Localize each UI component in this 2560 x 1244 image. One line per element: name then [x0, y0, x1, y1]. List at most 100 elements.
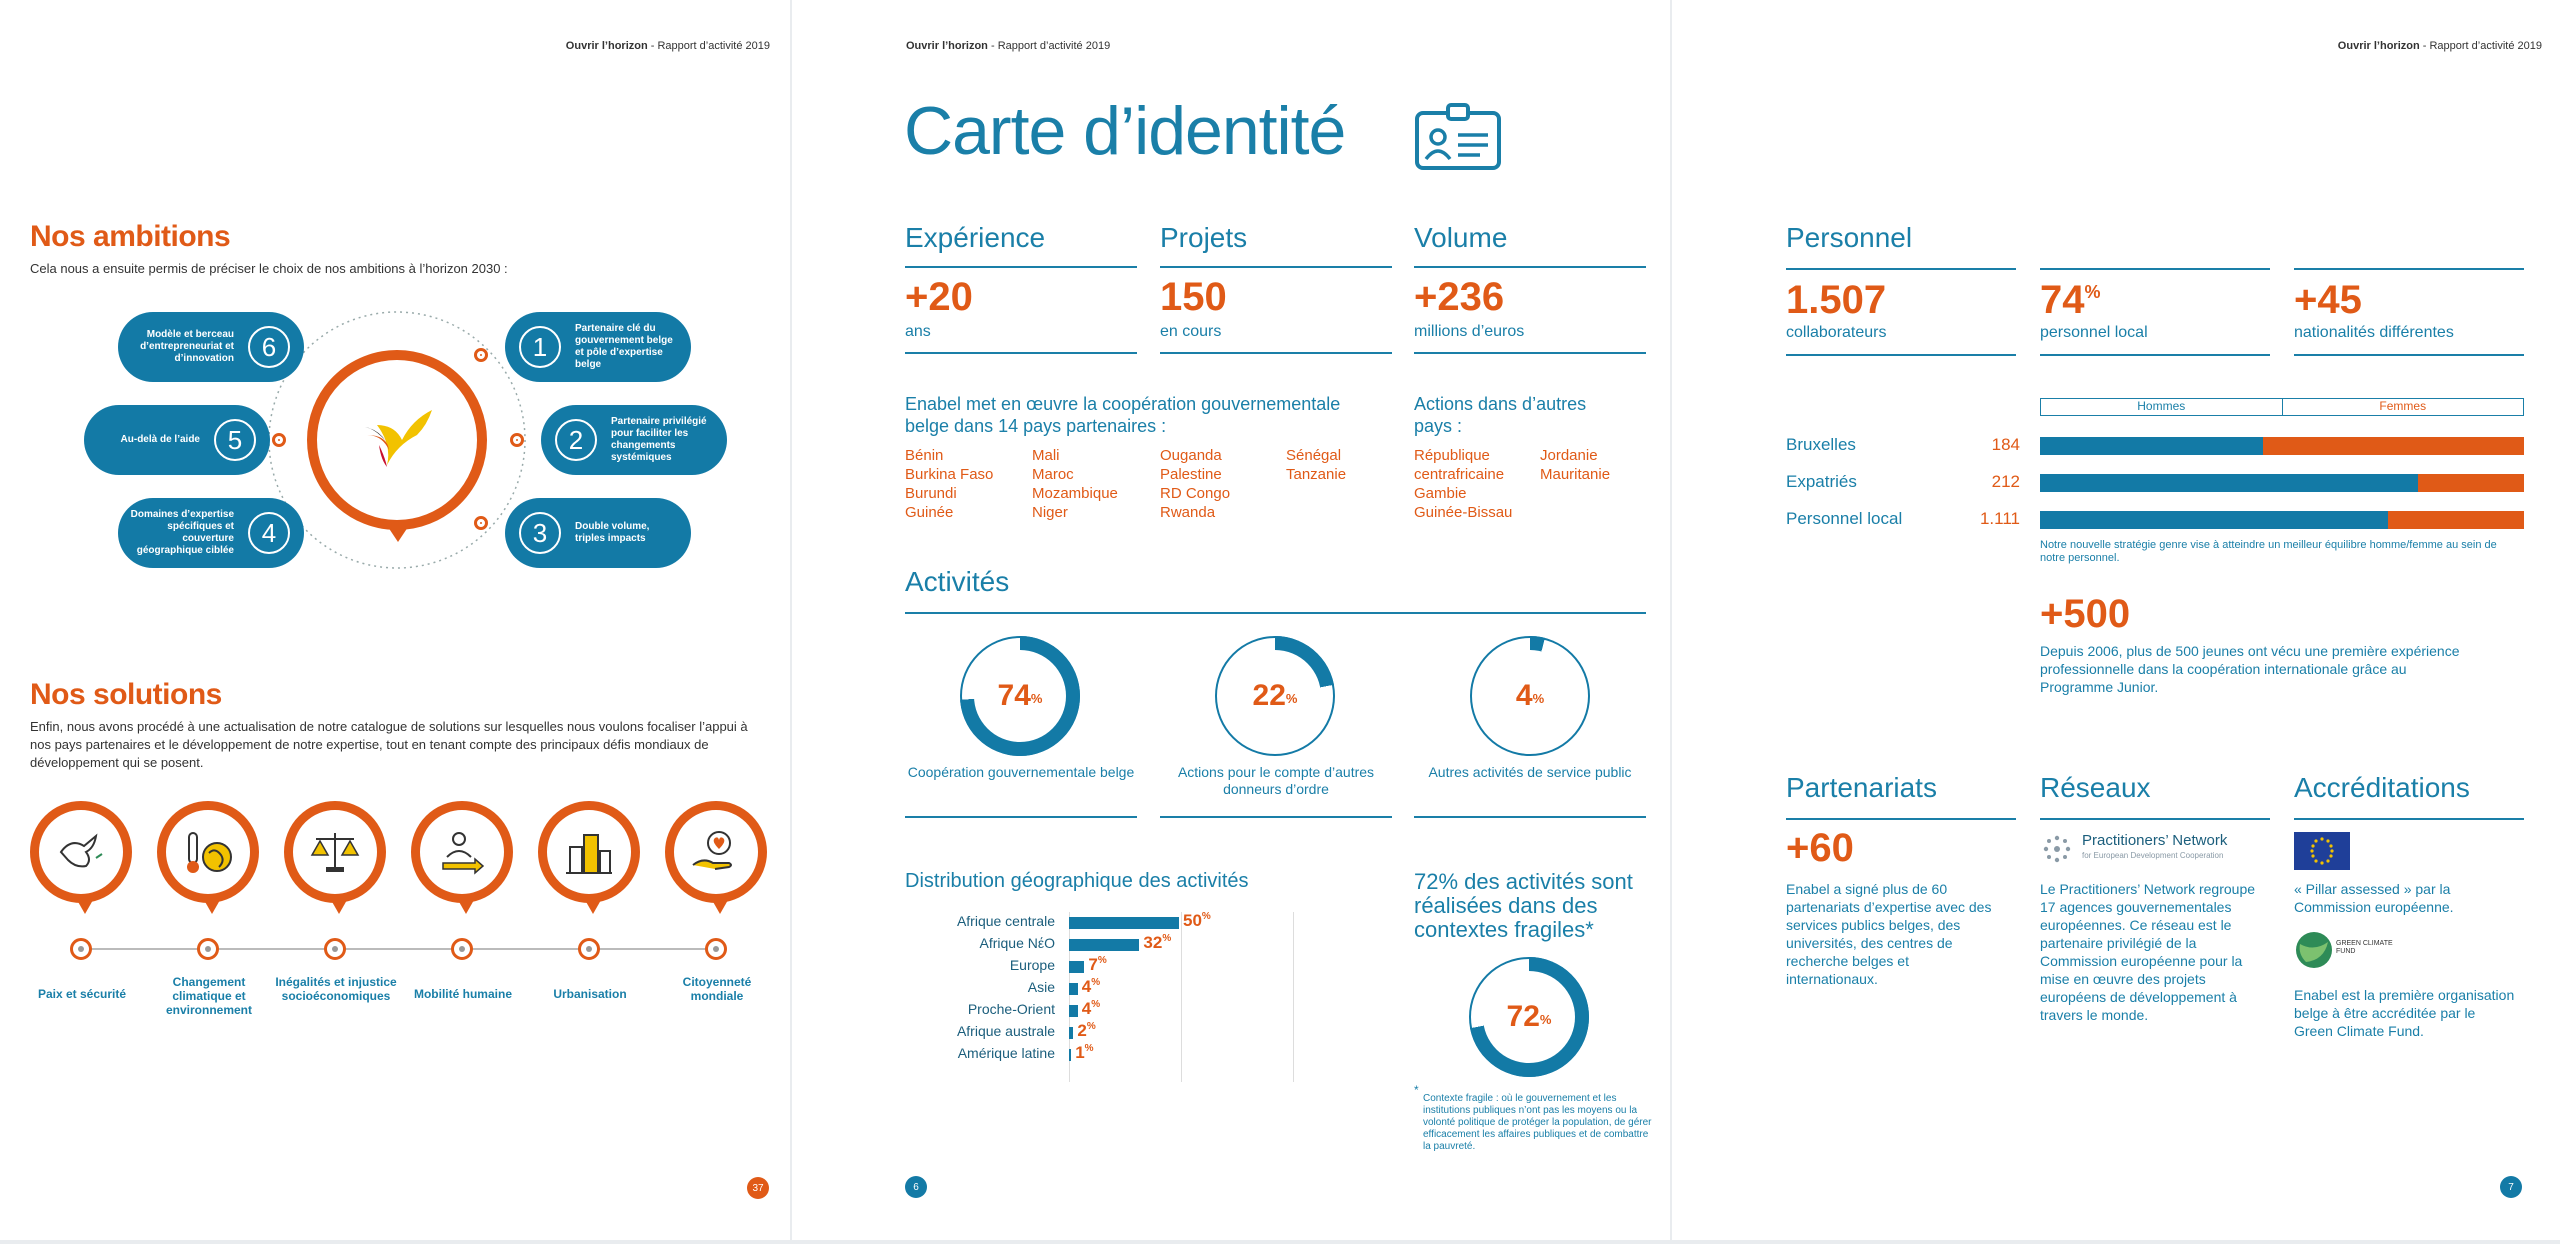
ambition-pill-4: Domaines d’expertise spécifiques et couv…: [118, 498, 304, 568]
volume-value: +236: [1414, 275, 1505, 319]
rule: [1160, 816, 1392, 818]
ambitions-title: Nos ambitions: [30, 220, 231, 253]
ring-value: 72%: [1483, 971, 1575, 1063]
partners-intro: Enabel met en œuvre la coopération gouve…: [905, 394, 1341, 436]
country-column: Bénin Burkina Faso Burundi Guinée: [905, 446, 993, 522]
dove-icon: [59, 833, 103, 868]
ambition-text: Partenaire privilégié pour faciliter les…: [611, 416, 707, 463]
country-column: Ouganda Palestine RD Congo Rwanda: [1160, 446, 1230, 522]
ambitions-diagram: 1 Partenaire clé du gouvernement belge e…: [0, 290, 790, 590]
orbit-dot: [510, 433, 524, 447]
rule: [2294, 268, 2524, 270]
bar: [1069, 939, 1140, 951]
country: Niger: [1032, 504, 1068, 521]
page-number: 7: [2500, 1176, 2522, 1198]
bar-value-label: 50%: [1183, 911, 1211, 930]
personnel-title: Personnel: [1786, 222, 1913, 253]
projets-unit: en cours: [1160, 323, 1222, 340]
bar: [1069, 1049, 1072, 1061]
gender-bar: [2040, 511, 2524, 529]
practitioners-network-logo: Practitioners’ Network for European Deve…: [2040, 832, 2270, 866]
ambition-number: 4: [248, 512, 290, 554]
country: Bénin: [905, 447, 944, 464]
volume-heading: Volume: [1414, 222, 1508, 253]
id-card-icon: [1415, 103, 1501, 170]
local-staff-value: 74%: [2040, 278, 2101, 322]
rule: [905, 816, 1137, 818]
legend-men: Hommes: [2041, 399, 2283, 415]
junior-text: Depuis 2006, plus de 500 jeunes ont vécu…: [2040, 643, 2460, 695]
grid-line: [1069, 912, 1070, 1082]
rule: [1414, 352, 1646, 354]
staff-count-unit: collaborateurs: [1786, 324, 1887, 341]
activities-title: Activités: [905, 566, 1010, 597]
timeline-line: [80, 948, 720, 950]
country: Sénégal: [1286, 447, 1342, 464]
men-share: [2040, 474, 2418, 492]
bar-category-label: Amérique latine: [957, 1045, 1055, 1061]
center-pin-tip: [386, 524, 410, 542]
staff-label: Bruxelles: [1786, 435, 1856, 454]
middle-page: Ouvrir l’horizon - Rapport d’activité 20…: [792, 0, 1670, 1240]
partenariats-title: Partenariats: [1786, 772, 1937, 803]
bar-value-label: 1%: [1075, 1043, 1094, 1062]
country: RD Congo: [1160, 485, 1231, 502]
fragile-title: 72% des activités sont réalisées dans de…: [1414, 869, 1633, 942]
bar-category-label: Afrique NέO: [979, 935, 1056, 951]
scales-icon: [310, 833, 360, 872]
ambition-text: Double volume, triples impacts: [575, 521, 650, 544]
solution-label: Urbanisation: [553, 987, 627, 1001]
solutions-intro: Enfin, nous avons procédé à une actualis…: [30, 719, 748, 770]
rule: [905, 352, 1137, 354]
timeline-dot: [705, 938, 727, 960]
bar-value-label: 7%: [1088, 955, 1107, 974]
bar-value-label: 4%: [1081, 999, 1101, 1018]
bar-category-label: Europe: [1009, 957, 1055, 973]
activity-ring: 4%: [1470, 636, 1590, 756]
rule: [2294, 818, 2524, 820]
thermometer-globe-icon: [187, 832, 232, 873]
fragile-ring: 72%: [1469, 957, 1589, 1077]
junior-value: +500: [2040, 592, 2131, 636]
ring-value: 4%: [1484, 650, 1576, 742]
grid-line: [1293, 912, 1294, 1082]
country: République centrafricaine: [1414, 447, 1505, 483]
timeline-dot: [197, 938, 219, 960]
country-column: Mali Maroc Mozambique Niger: [1032, 446, 1118, 522]
solutions-title: Nos solutions: [30, 678, 222, 711]
activity-ring: 22%: [1215, 636, 1335, 756]
bar: [1069, 983, 1078, 995]
network-dots-icon: [2043, 835, 2071, 863]
gcf-logo: GREEN CLIMATE FUND: [2294, 928, 2414, 972]
timeline-dot: [70, 938, 92, 960]
page-number: 6: [905, 1176, 927, 1198]
rule: [1786, 354, 2016, 356]
geo-chart-title: Distribution géographique des activités: [905, 870, 1249, 892]
ambition-number: 3: [519, 512, 561, 554]
reseaux-title: Réseaux: [2040, 772, 2151, 803]
ambition-pill-1: 1 Partenaire clé du gouvernement belge e…: [505, 312, 691, 382]
rule: [1786, 818, 2016, 820]
solution-pin: [665, 801, 767, 914]
nationalities-unit: nationalités différentes: [2294, 324, 2454, 341]
rule: [905, 266, 1137, 268]
enabel-bird-icon: [365, 410, 432, 467]
experience-heading: Expérience: [905, 222, 1046, 253]
gender-bar: [2040, 474, 2524, 492]
ring-caption: Autres activités de service public: [1428, 764, 1632, 780]
staff-count: 212: [1991, 472, 2020, 491]
grid-line: [1181, 912, 1182, 1082]
ambition-number: 2: [555, 419, 597, 461]
ring-value: 74%: [974, 650, 1066, 742]
ambition-pill-3: 3 Double volume, triples impacts: [505, 498, 691, 568]
ambition-text: Modèle et berceau d’entrepreneuriat et d…: [140, 329, 234, 364]
ambition-pill-2: 2 Partenaire privilégié pour faciliter l…: [541, 405, 727, 475]
bar-category-label: Afrique australe: [956, 1023, 1055, 1039]
rule: [2040, 268, 2270, 270]
logo-name: Practitioners’ Network: [2082, 832, 2228, 849]
fragile-note-star: *: [1414, 1083, 1419, 1097]
timeline-dot: [451, 938, 473, 960]
orbit-dot: [474, 516, 488, 530]
ring-value: 22%: [1229, 650, 1321, 742]
volume-unit: millions d’euros: [1414, 323, 1525, 340]
